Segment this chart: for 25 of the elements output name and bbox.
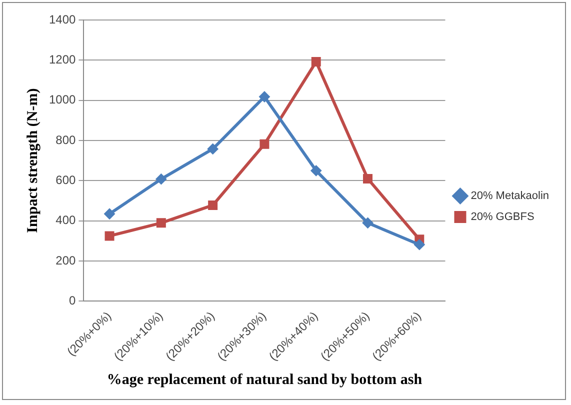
point (258, 91, 270, 102)
y-tick-label: 200 (56, 253, 76, 268)
point (260, 139, 270, 149)
point (311, 57, 321, 67)
y-tick-label: 400 (56, 213, 76, 228)
y-tick-label: 600 (56, 173, 76, 188)
point (207, 143, 218, 154)
x-axis-title: %age replacement of natural sand by bottom ash (106, 372, 423, 388)
point (104, 231, 114, 241)
point (156, 218, 166, 228)
legend-label: 20% GGBFS (470, 211, 534, 224)
point (310, 165, 322, 176)
y-tick-label: 1400 (48, 12, 76, 26)
y-tick-label: 800 (56, 132, 76, 147)
y-axis-title: Impact strength (N-m) (24, 88, 41, 233)
point (208, 200, 218, 210)
y-tick-label: 1000 (48, 92, 76, 107)
point (414, 239, 425, 250)
point (156, 174, 167, 185)
y-tick-label: 1200 (48, 52, 76, 66)
point (362, 217, 374, 228)
point (104, 208, 116, 220)
point (363, 174, 373, 184)
legend-label: 20% Metakaolin (470, 190, 550, 202)
y-tick-label: 0 (69, 294, 76, 308)
